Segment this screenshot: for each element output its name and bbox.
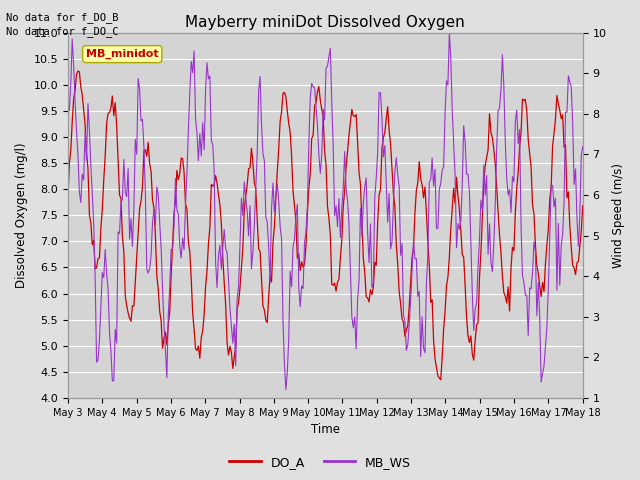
Y-axis label: Wind Speed (m/s): Wind Speed (m/s) — [612, 163, 625, 268]
Legend: DO_A, MB_WS: DO_A, MB_WS — [224, 451, 416, 474]
Text: No data for f_DO_C: No data for f_DO_C — [6, 26, 119, 37]
X-axis label: Time: Time — [311, 423, 340, 436]
Text: No data for f_DO_B: No data for f_DO_B — [6, 12, 119, 23]
Title: Mayberry miniDot Dissolved Oxygen: Mayberry miniDot Dissolved Oxygen — [186, 15, 465, 30]
Y-axis label: Dissolved Oxygen (mg/l): Dissolved Oxygen (mg/l) — [15, 143, 28, 288]
Text: MB_minidot: MB_minidot — [86, 49, 159, 59]
